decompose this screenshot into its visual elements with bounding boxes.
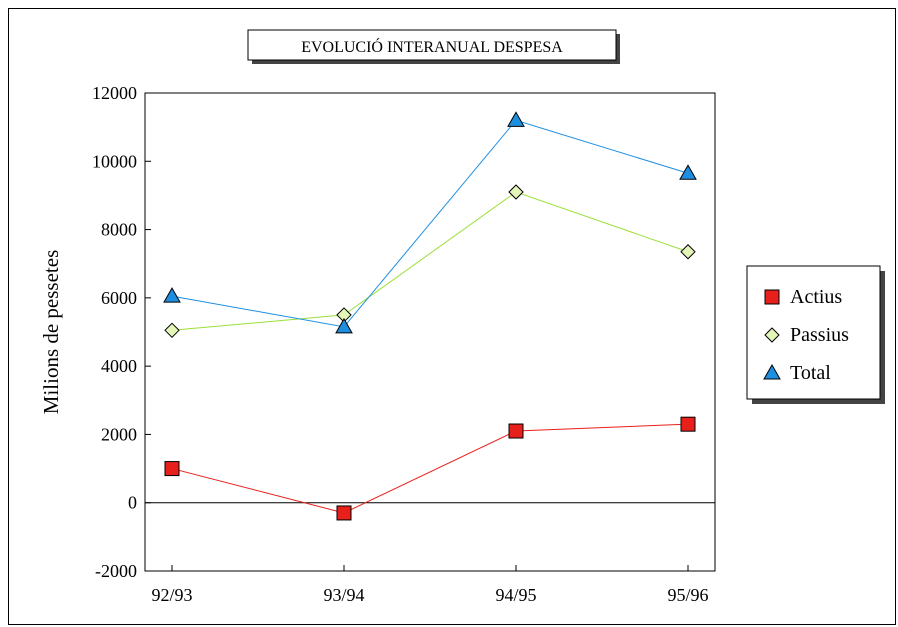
data-point-total <box>335 317 353 334</box>
y-tick-label: 2000 <box>101 424 137 444</box>
x-tick-label: 93/94 <box>323 585 364 605</box>
legend-marker-total <box>763 363 781 380</box>
legend-label-total: Total <box>790 362 831 384</box>
legend: Actius Passius Total <box>746 265 885 404</box>
data-point-passius <box>680 244 696 260</box>
y-tick-label: 8000 <box>101 220 137 240</box>
legend-marker-passius <box>764 327 780 343</box>
data-point-passius <box>508 184 524 200</box>
data-point-total <box>163 287 181 303</box>
series-line-total <box>171 119 689 328</box>
y-tick-label: 0 <box>128 493 137 513</box>
data-point-total <box>507 111 525 127</box>
data-point-actius <box>680 416 696 432</box>
y-tick-label: -2000 <box>95 561 137 581</box>
legend-marker-actius <box>764 289 780 305</box>
y-tick-label: 10000 <box>92 151 137 171</box>
data-point-actius <box>508 423 524 439</box>
y-tick-label: 4000 <box>101 356 137 376</box>
legend-label-passius: Passius <box>790 324 849 346</box>
chart-title-box: EVOLUCIÓ INTERANUAL DESPESA <box>247 29 620 64</box>
chart-title: EVOLUCIÓ INTERANUAL DESPESA <box>301 37 563 56</box>
y-tick-label: 12000 <box>92 83 137 103</box>
x-tick-label: 94/95 <box>495 585 536 605</box>
legend-label-actius: Actius <box>790 286 842 308</box>
y-tick-label: 6000 <box>101 288 137 308</box>
plot-area <box>144 92 716 572</box>
series-line-passius <box>171 191 689 331</box>
data-point-total <box>679 164 697 180</box>
data-point-actius <box>164 461 180 477</box>
title-box <box>247 29 617 61</box>
data-point-actius <box>336 505 352 521</box>
series-line-actius <box>171 423 689 514</box>
data-point-passius <box>164 322 180 338</box>
x-tick-label: 95/96 <box>667 585 708 605</box>
y-axis-label: Milions de pessetes <box>39 250 63 414</box>
x-tick-label: 92/93 <box>151 585 192 605</box>
